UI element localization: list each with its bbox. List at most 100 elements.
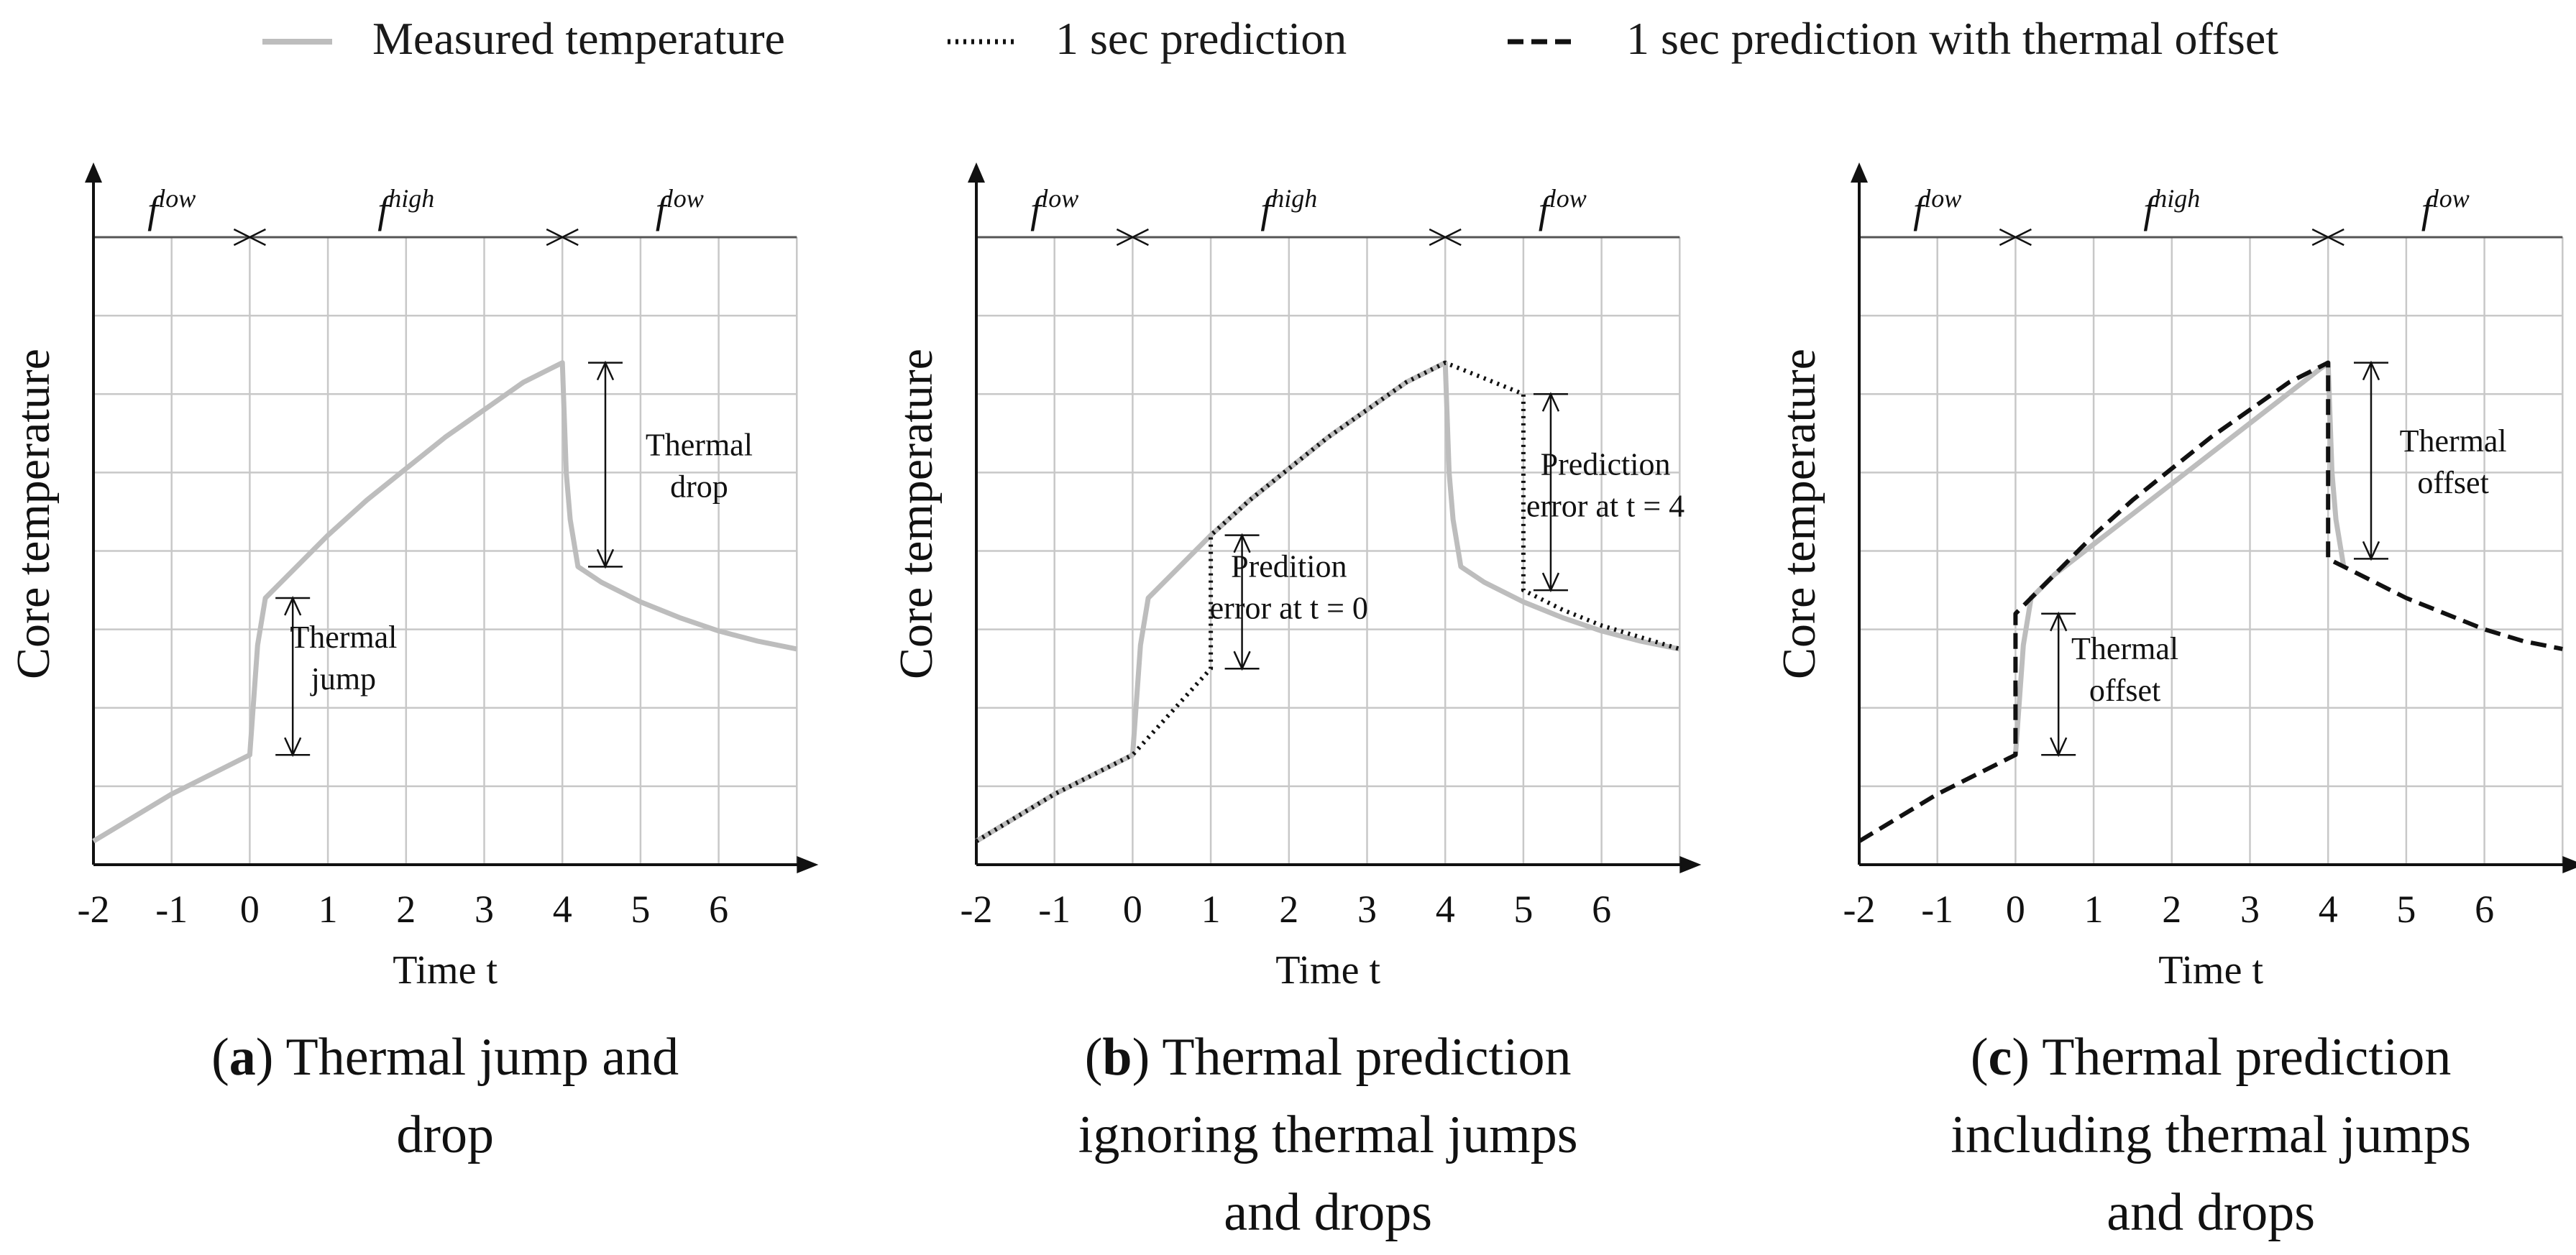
marker-arrow-right [2326,228,2344,247]
annotation: Thermal offset [2041,611,2178,758]
phase-boundary-marker [2311,228,2344,247]
annotation-label: jump [310,661,376,697]
phase-label-sup: high [388,184,434,213]
x-tick-label: 6 [2475,888,2494,931]
grid [1859,237,2564,865]
x-tick-label: 6 [709,888,728,931]
phase-label: flow [1913,184,1961,231]
caption-letter: b [1102,1028,1132,1087]
caption-text: ( [211,1028,229,1087]
phase-label: flow [147,184,196,231]
annotation-arrowhead-top [1233,533,1251,553]
phase-label-sup: low [1041,184,1078,213]
annotation-label: Predition [1231,549,1347,584]
x-tick-label: 5 [631,888,650,931]
x-tick-label: 5 [1513,888,1533,931]
panel-a: flow fhigh flow -2 -1 0 1 2 3 4 5 6 Time t Core tempe… [7,162,819,1164]
series-measured-temperature [92,360,797,844]
annotation: Prediction error at t = 4 [1526,392,1685,593]
x-axis-arrow [2562,856,2576,873]
phase-label: flow [1030,184,1078,231]
caption-line: and drops [2107,1183,2315,1242]
phase-label-sup: low [666,184,704,213]
x-tick-label: 1 [318,888,338,931]
grid [976,237,1681,865]
annotation-arrowhead-bottom [596,548,615,569]
legend-label: 1 sec prediction [1055,13,1347,64]
annotation: Thermal drop [587,360,753,569]
annotation-arrowhead-top [284,595,302,616]
x-axis-title: Time t [393,948,498,993]
caption-line: and drops [1224,1183,1432,1242]
caption-text: ) Thermal jump and [256,1028,679,1087]
y-axis-title: Core temperature [7,349,60,679]
annotation-arrowhead-top [2362,360,2380,381]
series-measured-temperature [975,360,1680,844]
panel-b: flow fhigh flow -2 -1 0 1 2 3 4 5 6 Time t Core tempe… [890,162,1702,1242]
annotation-label: offset [2417,465,2488,500]
caption-text: ignoring thermal jumps [1078,1105,1578,1164]
marker-arrow-right [1443,228,1462,247]
caption-letter: a [229,1028,256,1087]
x-tick-label: 6 [1592,888,1611,931]
phase-boundary-marker [546,228,579,247]
y-axis-arrow [1851,162,1868,183]
caption-line: including thermal jumps [1951,1105,2470,1164]
annotation-label: error at t = 0 [1210,591,1368,626]
caption-text: ( [1085,1028,1103,1087]
caption-text: ) Thermal prediction [2012,1028,2451,1087]
x-tick-label: 0 [2006,888,2025,931]
x-tick-label: -1 [155,888,188,931]
x-tick-label: 3 [1357,888,1377,931]
x-tick-label: -1 [1038,888,1071,931]
annotation-arrowhead-top [1541,392,1560,412]
phase-boundary-marker [1116,228,1149,247]
annotation-label: Prediction [1541,447,1671,482]
x-tick-label: 2 [2162,888,2181,931]
caption-line: (b) Thermal prediction [1085,1028,1572,1087]
panel-c: flow fhigh flow -2 -1 0 1 2 3 4 5 6 Time t Core tempe… [1773,162,2576,1242]
annotation-arrowhead-bottom [1541,572,1560,593]
annotation-label: Thermal [2400,423,2507,459]
caption-text: and drops [2107,1183,2315,1242]
legend-item: Measured temperature [262,13,785,64]
y-axis-arrow [968,162,985,183]
x-tick-label: -1 [1921,888,1953,931]
x-tick-label: 5 [2396,888,2416,931]
annotation-label: Thermal [2071,631,2178,666]
series-measured-temperature [2012,360,2347,755]
caption-letter: c [1989,1028,2012,1087]
annotation-label: drop [670,469,728,504]
x-tick-label: -2 [1843,888,1876,931]
panels: flow fhigh flow -2 -1 0 1 2 3 4 5 6 Time t Core tempe… [7,162,2576,1242]
y-axis-arrow [85,162,102,183]
marker-arrow-right [2013,228,2032,247]
series-1-sec-prediction-with-thermal-offset [1858,360,2563,843]
marker-arrow-right [1130,228,1149,247]
annotation-arrowhead-top [596,360,615,381]
legend-label: 1 sec prediction with thermal offset [1626,13,2278,64]
caption-line: drop [396,1105,494,1164]
caption-text: ) Thermal prediction [1132,1028,1572,1087]
x-tick-label: 0 [240,888,260,931]
grid [93,237,798,865]
x-axis-title: Time t [1275,948,1380,993]
caption-text: ( [1971,1028,1989,1087]
caption-text: and drops [1224,1183,1432,1242]
phase-label-sup: high [1271,184,1317,213]
phase-label-sup: high [2154,184,2200,213]
x-tick-label: 2 [396,888,416,931]
legend-label: Measured temperature [372,13,785,64]
legend: Measured temperature 1 sec prediction 1 se… [262,13,2278,64]
phase-label: flow [656,184,704,231]
caption-text: drop [396,1105,494,1164]
x-tick-label: 4 [1436,888,1455,931]
annotation: Thermal offset [2353,360,2507,561]
annotation-arrowhead-top [2050,611,2068,632]
x-tick-label: 4 [2319,888,2338,931]
caption-line: (a) Thermal jump and [211,1028,679,1087]
annotation-arrowhead-bottom [2362,541,2380,561]
x-tick-label: 1 [1201,888,1221,931]
phase-label-sup: low [1549,184,1587,213]
